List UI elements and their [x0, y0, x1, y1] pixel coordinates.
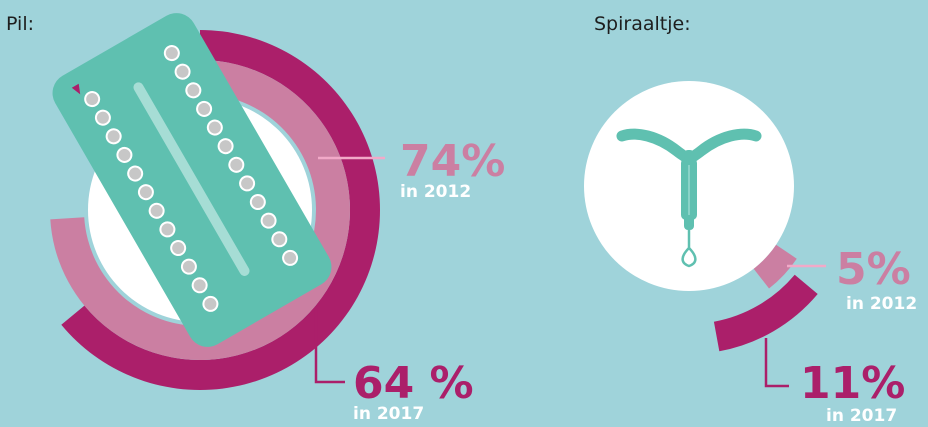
pil-2012-percent: 74%	[400, 136, 505, 187]
spiraal-section-title: Spiraaltje:	[594, 13, 691, 35]
spiraal-arc-2017	[713, 274, 818, 352]
pil-arc-2017	[61, 30, 380, 391]
spiraal-2017-label: in 2017	[826, 406, 897, 426]
pil-section-title: Pil:	[6, 13, 34, 35]
pil-2017-label: in 2017	[353, 404, 424, 424]
spiraal-arc-2012	[753, 244, 797, 289]
spiraal-2017-leader-line	[764, 338, 789, 388]
pill-pack-icon	[52, 13, 332, 347]
pil-2017-percent: 64 %	[353, 358, 474, 409]
iud-icon	[616, 128, 762, 268]
spiraal-2017-percent: 11%	[800, 358, 905, 409]
pil-2012-label: in 2012	[400, 182, 471, 202]
spiraal-2012-label: in 2012	[846, 294, 917, 314]
pil-2017-leader-line	[314, 308, 345, 384]
spiraal-2012-percent: 5%	[836, 244, 911, 295]
